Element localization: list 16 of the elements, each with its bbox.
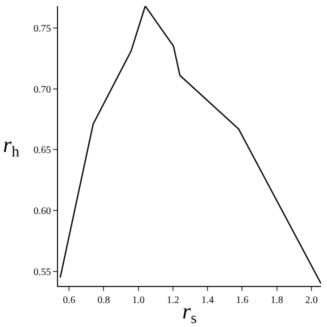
y-tick-label: 0.75 (34, 23, 51, 34)
x-tick-label: 1.6 (236, 295, 248, 306)
y-tick-label: 0.55 (34, 266, 51, 278)
line-series (60, 6, 321, 284)
x-tick-label: 1.0 (132, 295, 145, 306)
y-tick-label: 0.60 (34, 206, 51, 218)
x-tick-label: 1.4 (201, 295, 214, 306)
x-tick-label: 2.0 (305, 295, 318, 306)
y-tick-label: 0.70 (34, 84, 51, 96)
y-axis-title: r$_{h}$ (3, 132, 20, 161)
x-axis-title: r$_{s}$ (182, 298, 197, 327)
x-tick-label: 1.8 (270, 295, 284, 306)
y-tick-label: 0.65 (34, 145, 51, 156)
x-tick-label: 1.2 (166, 295, 180, 306)
x-tick-label: 0.6 (62, 295, 76, 306)
x-tick-label: 0.8 (97, 295, 110, 306)
